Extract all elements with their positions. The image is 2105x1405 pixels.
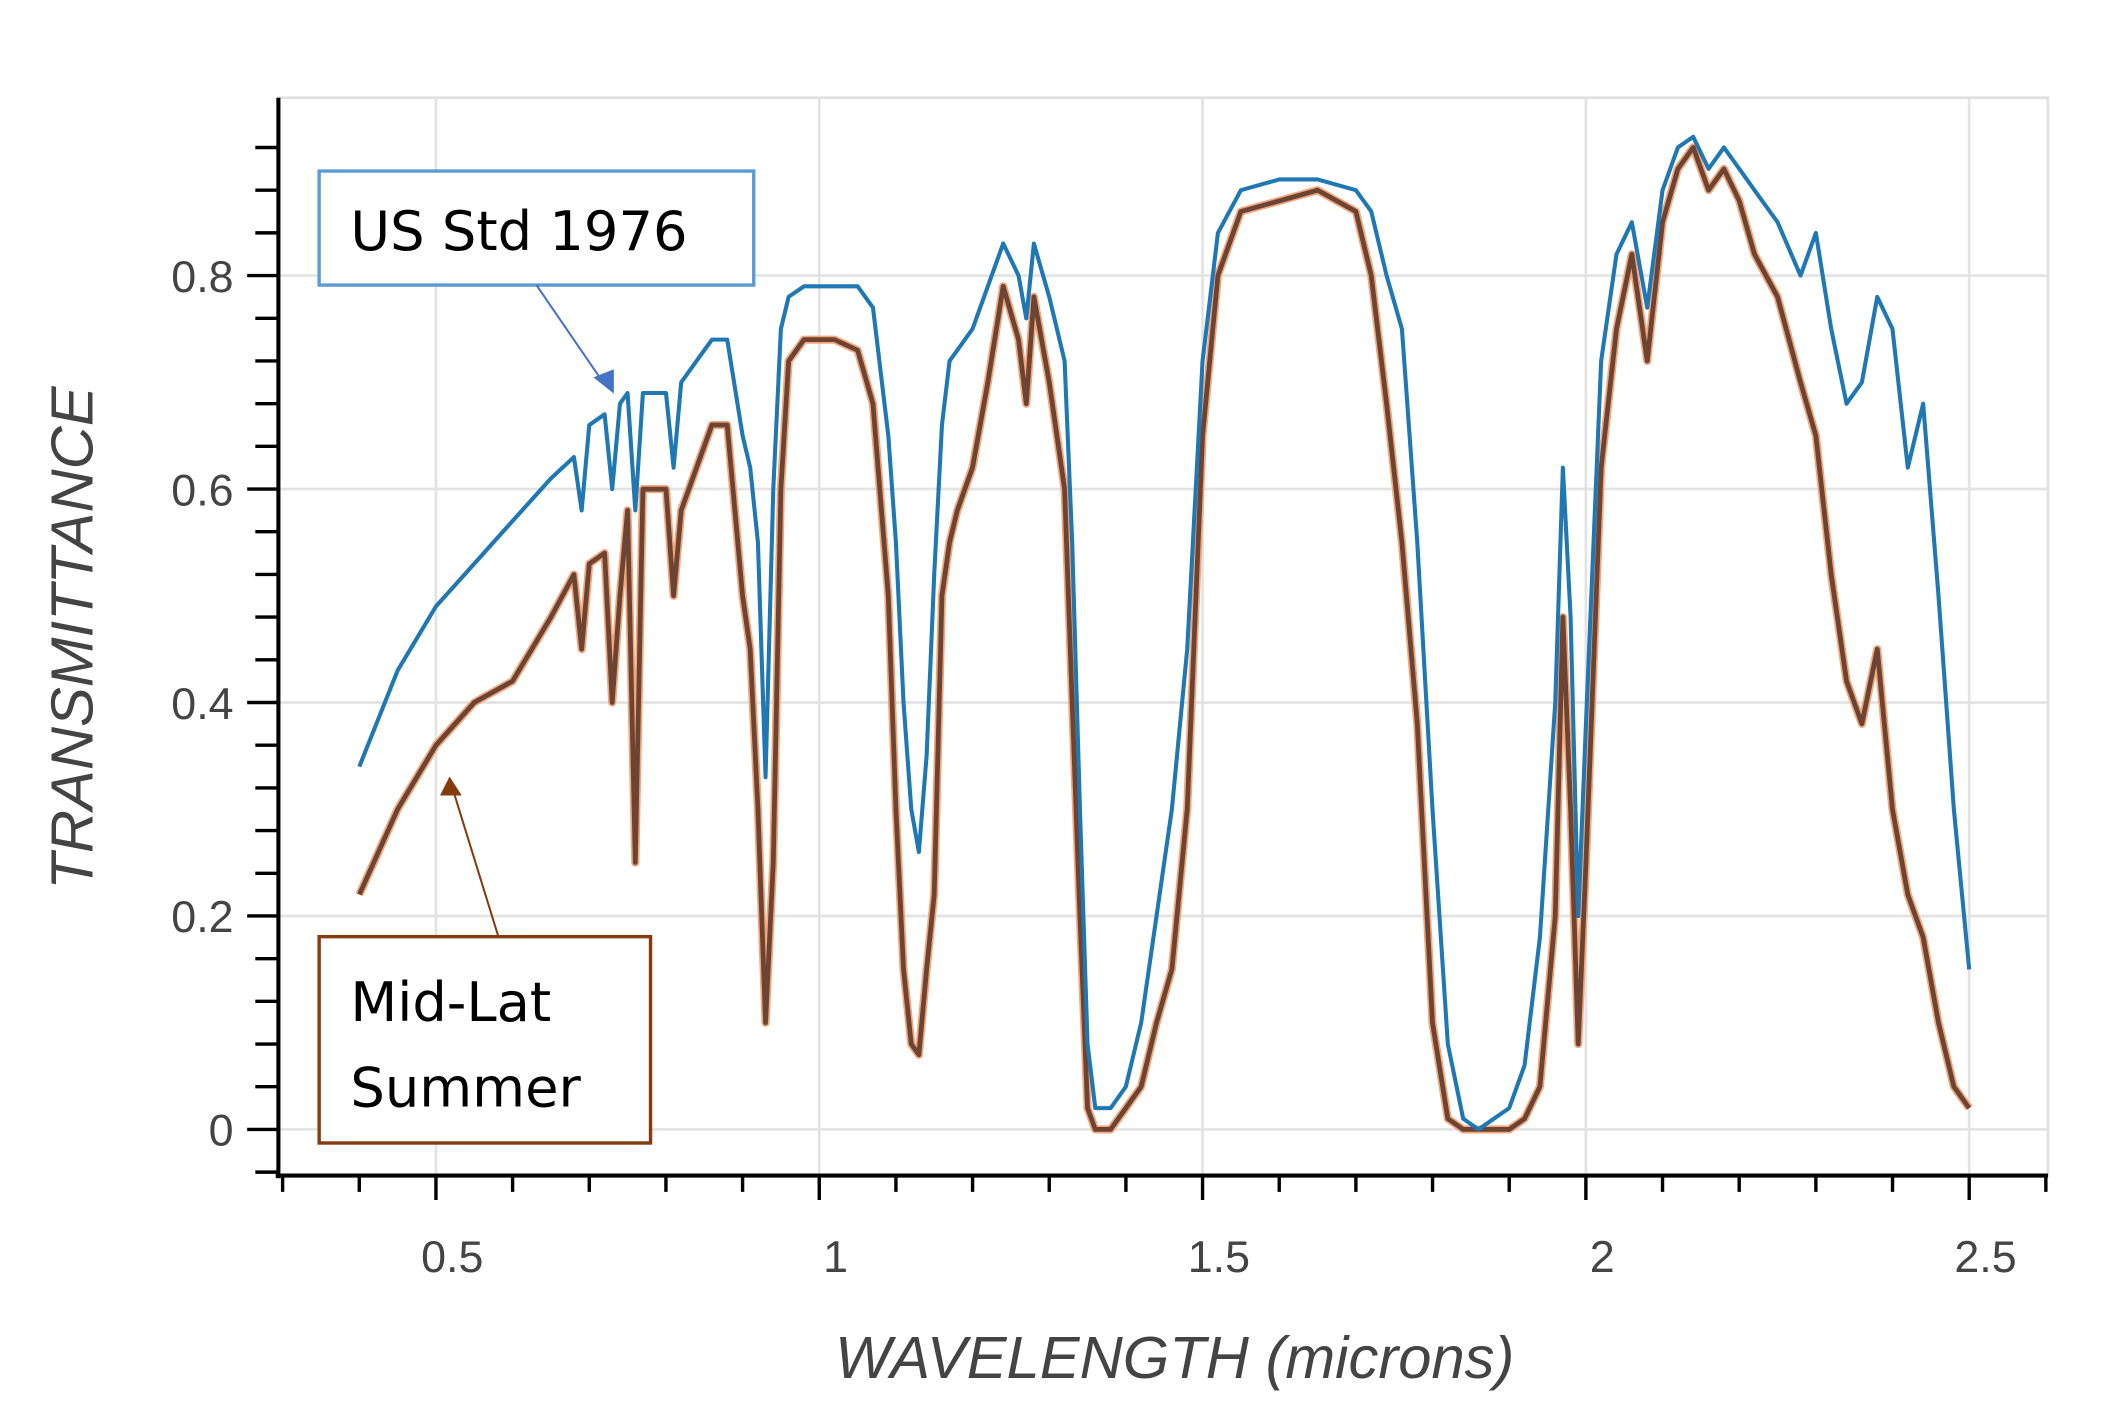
annotation-mid-lat: Mid-Lat Summer	[317, 776, 653, 1145]
y-tick-label: 0.6	[171, 465, 233, 515]
annotation-box-mid-lat	[317, 934, 653, 1145]
arrow-us-std	[535, 284, 606, 385]
series-line-us-std	[357, 134, 1972, 1132]
annotation-box-us-std	[317, 169, 756, 287]
arrowhead-mid-lat-icon	[440, 776, 462, 796]
y-tick-label: 0.8	[171, 252, 233, 302]
y-tick-label: 0.2	[171, 892, 233, 942]
x-tick-label: 0.5	[421, 1232, 483, 1282]
x-tick-label: 1.5	[1188, 1232, 1250, 1282]
annotation-label-mid-lat-line1: Mid-Lat	[350, 971, 551, 1034]
annotation-label-mid-lat-line2: Summer	[350, 1056, 581, 1119]
y-tick-label: 0	[209, 1106, 234, 1156]
y-tick-label: 0.4	[171, 679, 233, 729]
series-line-mid-lat	[357, 145, 1972, 1132]
series-lines	[355, 134, 1973, 1134]
x-axis-title: WAVELENGTH (microns)	[835, 1324, 1514, 1391]
x-axis-ticks: 0.5 1 1.5 2 2.5	[280, 1175, 2048, 1282]
annotation-us-std: US Std 1976	[317, 169, 756, 394]
x-tick-label: 2.5	[1954, 1232, 2016, 1282]
x-tick-label: 1	[823, 1232, 848, 1282]
y-axis-ticks: 0 0.2 0.4 0.6 0.8	[171, 145, 279, 1174]
arrow-mid-lat	[451, 787, 500, 937]
annotation-label-us-std: US Std 1976	[350, 200, 687, 263]
x-tick-label: 2	[1590, 1232, 1615, 1282]
y-axis-title: TRANSMITTANCE	[38, 385, 105, 889]
